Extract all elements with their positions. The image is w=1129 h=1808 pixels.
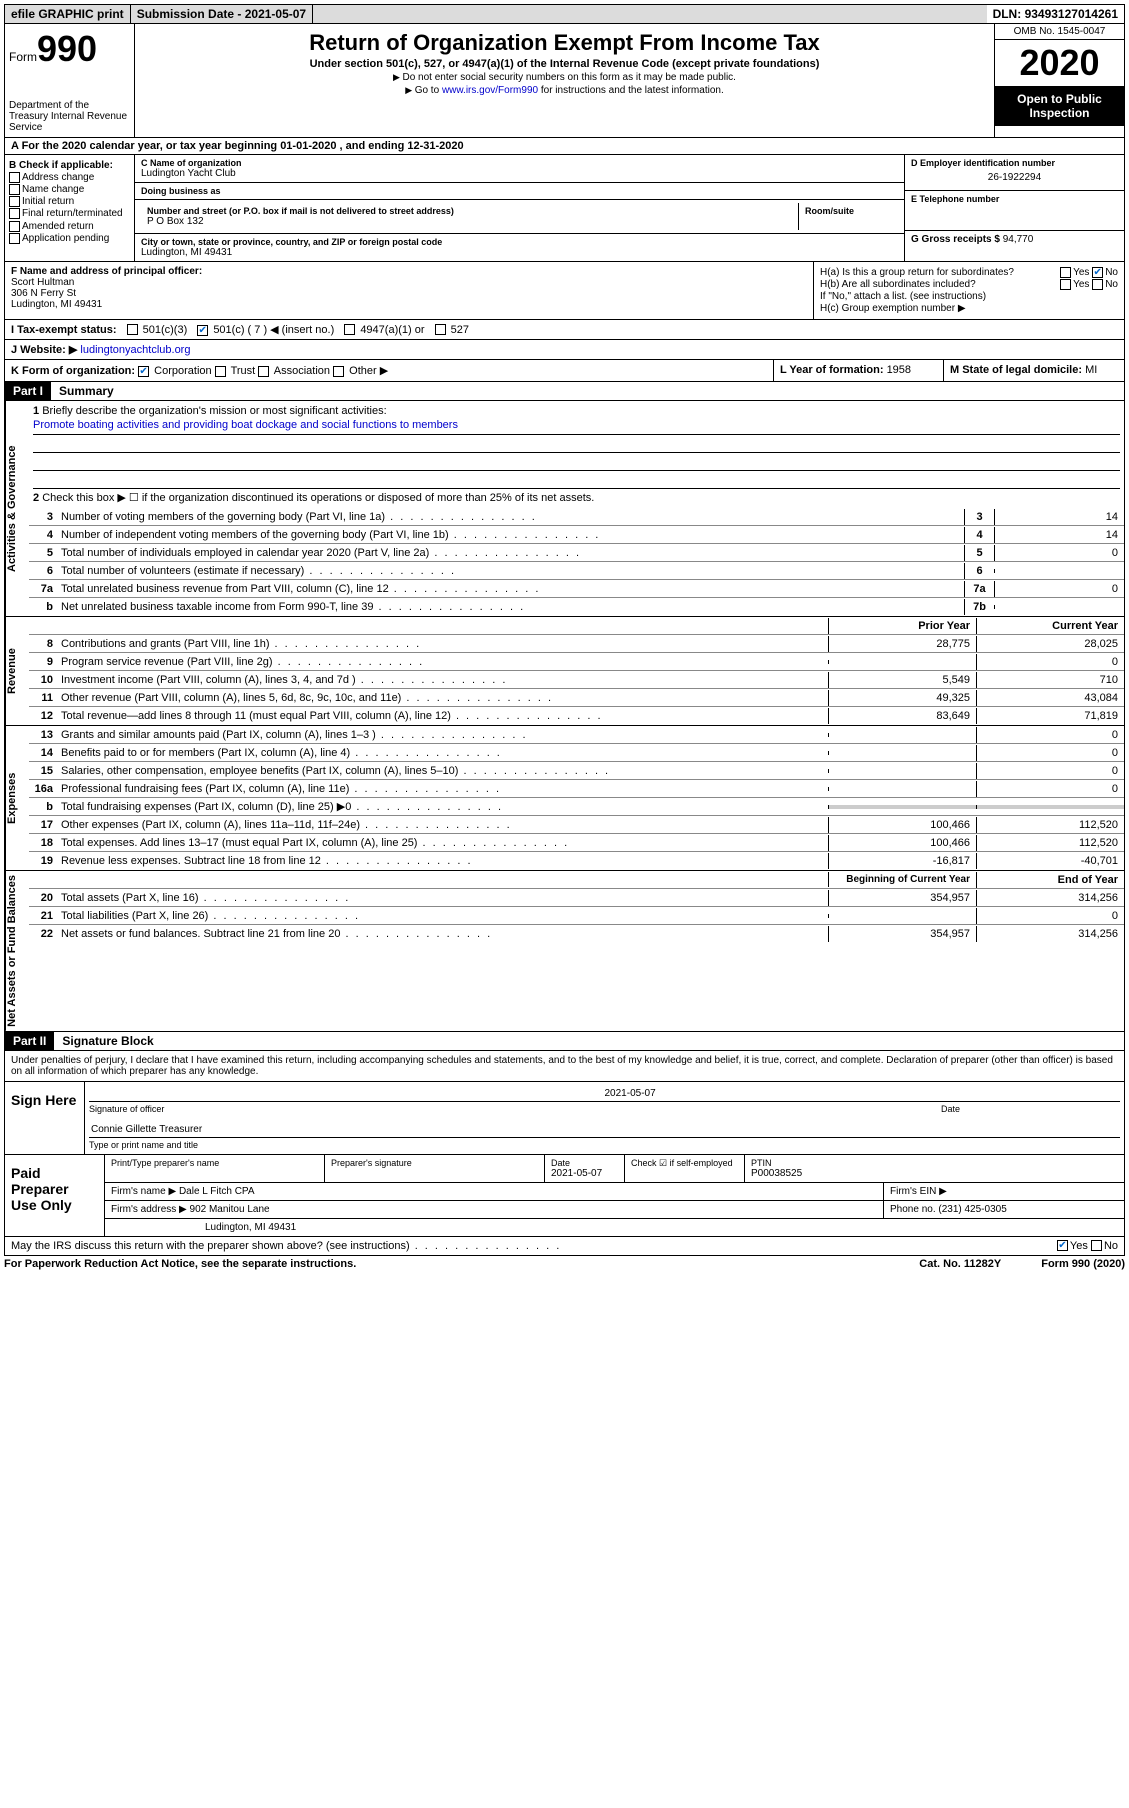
discuss-line: May the IRS discuss this return with the… — [4, 1237, 1125, 1256]
summary-row: 20Total assets (Part X, line 16)354,9573… — [29, 889, 1124, 907]
line-i: I Tax-exempt status: 501(c)(3) 501(c) ( … — [4, 320, 1125, 340]
summary-row: 19Revenue less expenses. Subtract line 1… — [29, 852, 1124, 870]
summary-row: 11Other revenue (Part VIII, column (A), … — [29, 689, 1124, 707]
summary-row: 10Investment income (Part VIII, column (… — [29, 671, 1124, 689]
instructions-link[interactable]: www.irs.gov/Form990 — [442, 85, 538, 96]
summary-row: bTotal fundraising expenses (Part IX, co… — [29, 798, 1124, 816]
form-header: Form990 Department of the Treasury Inter… — [4, 24, 1125, 138]
col-d: D Employer identification number26-19222… — [904, 155, 1124, 261]
col-c: C Name of organizationLudington Yacht Cl… — [135, 155, 904, 261]
summary-row: 21Total liabilities (Part X, line 26)0 — [29, 907, 1124, 925]
top-bar: efile GRAPHIC print Submission Date - 20… — [4, 4, 1125, 24]
summary-expenses: Expenses 13Grants and similar amounts pa… — [4, 726, 1125, 871]
summary-row: bNet unrelated business taxable income f… — [29, 598, 1124, 616]
signature-block: Under penalties of perjury, I declare th… — [4, 1051, 1125, 1237]
summary-row: 5Total number of individuals employed in… — [29, 544, 1124, 562]
summary-netassets: Net Assets or Fund Balances Beginning of… — [4, 871, 1125, 1032]
summary-row: 15Salaries, other compensation, employee… — [29, 762, 1124, 780]
summary-revenue: Revenue Prior YearCurrent Year 8Contribu… — [4, 617, 1125, 726]
efile-label: efile GRAPHIC print — [5, 5, 131, 23]
part1-header: Part I Summary — [4, 382, 1125, 401]
summary-row: 7aTotal unrelated business revenue from … — [29, 580, 1124, 598]
section-fh: F Name and address of principal officer:… — [4, 262, 1125, 320]
part2-header: Part II Signature Block — [4, 1032, 1125, 1051]
summary-governance: Activities & Governance 1 Briefly descri… — [4, 401, 1125, 617]
header-left: Form990 Department of the Treasury Inter… — [5, 24, 135, 137]
col-b: B Check if applicable: Address change Na… — [5, 155, 135, 261]
col-h: H(a) Is this a group return for subordin… — [814, 262, 1124, 319]
page-footer: For Paperwork Reduction Act Notice, see … — [4, 1256, 1125, 1272]
summary-row: 17Other expenses (Part IX, column (A), l… — [29, 816, 1124, 834]
header-right: OMB No. 1545-0047 2020 Open to Public In… — [994, 24, 1124, 137]
summary-row: 22Net assets or fund balances. Subtract … — [29, 925, 1124, 943]
summary-row: 14Benefits paid to or for members (Part … — [29, 744, 1124, 762]
summary-row: 16aProfessional fundraising fees (Part I… — [29, 780, 1124, 798]
dln: DLN: 93493127014261 — [987, 5, 1124, 23]
summary-row: 18Total expenses. Add lines 13–17 (must … — [29, 834, 1124, 852]
line-j: J Website: ▶ ludingtonyachtclub.org — [4, 340, 1125, 360]
line-klm: K Form of organization: Corporation Trus… — [4, 360, 1125, 382]
summary-row: 3Number of voting members of the governi… — [29, 508, 1124, 526]
line-a: A For the 2020 calendar year, or tax yea… — [4, 138, 1125, 155]
section-bcd: B Check if applicable: Address change Na… — [4, 155, 1125, 262]
summary-row: 12Total revenue—add lines 8 through 11 (… — [29, 707, 1124, 725]
header-title: Return of Organization Exempt From Incom… — [135, 24, 994, 137]
mission-link[interactable]: Promote boating activities and providing… — [33, 419, 458, 431]
summary-row: 6Total number of volunteers (estimate if… — [29, 562, 1124, 580]
summary-row: 9Program service revenue (Part VIII, lin… — [29, 653, 1124, 671]
col-f: F Name and address of principal officer:… — [5, 262, 814, 319]
summary-row: 8Contributions and grants (Part VIII, li… — [29, 635, 1124, 653]
summary-row: 4Number of independent voting members of… — [29, 526, 1124, 544]
website-link[interactable]: ludingtonyachtclub.org — [80, 344, 190, 356]
summary-row: 13Grants and similar amounts paid (Part … — [29, 726, 1124, 744]
submission-date: Submission Date - 2021-05-07 — [131, 5, 313, 23]
